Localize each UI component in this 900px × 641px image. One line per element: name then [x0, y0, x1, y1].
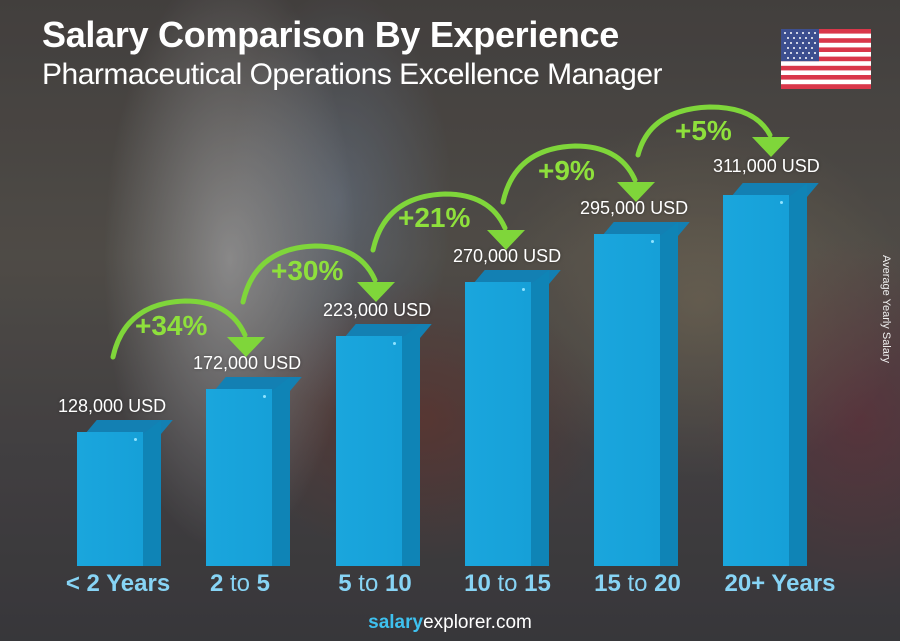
x-label-15-to-20: 15 to 20 — [594, 570, 681, 597]
value-label: 223,000 USD — [323, 300, 432, 320]
value-label: 270,000 USD — [453, 246, 562, 266]
value-label: 172,000 USD — [193, 353, 302, 373]
increase-label: +5% — [675, 115, 732, 146]
footer-site-link[interactable]: salaryexplorer.com — [0, 612, 900, 634]
increase-label: +30% — [271, 255, 344, 286]
chart-title: Salary Comparison By Experience — [42, 14, 619, 55]
bar-20-plus-years — [723, 183, 819, 566]
increase-arrow-icon — [635, 104, 790, 158]
x-label-10-to-15: 10 to 15 — [464, 570, 551, 597]
increase-label: +34% — [135, 310, 208, 341]
us-flag-icon — [781, 29, 871, 89]
x-label-5-to-10: 5 to 10 — [338, 570, 412, 597]
bar-2-to-5 — [206, 377, 302, 566]
value-label: 311,000 USD — [713, 156, 820, 176]
increase-arrow-icon — [370, 191, 525, 253]
bar-10-to-15 — [465, 270, 561, 566]
value-label: 128,000 USD — [58, 396, 167, 416]
x-label-2-to-5: 2 to 5 — [209, 570, 271, 597]
chart-subtitle: Pharmaceutical Operations Excellence Man… — [42, 58, 663, 91]
value-label: 295,000 USD — [580, 198, 689, 218]
increase-label: +9% — [538, 155, 595, 186]
bar-15-to-20 — [594, 222, 690, 566]
x-label-lt-2-years: < 2 Years — [65, 570, 171, 597]
brand-domain: explorer.com — [423, 612, 532, 633]
y-axis-label: Average Yearly Salary — [880, 255, 892, 364]
increase-arrow-icon — [240, 243, 395, 305]
increase-arrow-icon — [110, 298, 265, 360]
increase-label: +21% — [398, 202, 471, 233]
x-label-20-plus-years: 20+ Years — [724, 570, 836, 597]
bar-5-to-10 — [336, 324, 432, 566]
brand-name: salary — [368, 612, 424, 633]
bar-lt-2-years — [77, 420, 173, 566]
increase-arrow-icon — [500, 143, 655, 205]
